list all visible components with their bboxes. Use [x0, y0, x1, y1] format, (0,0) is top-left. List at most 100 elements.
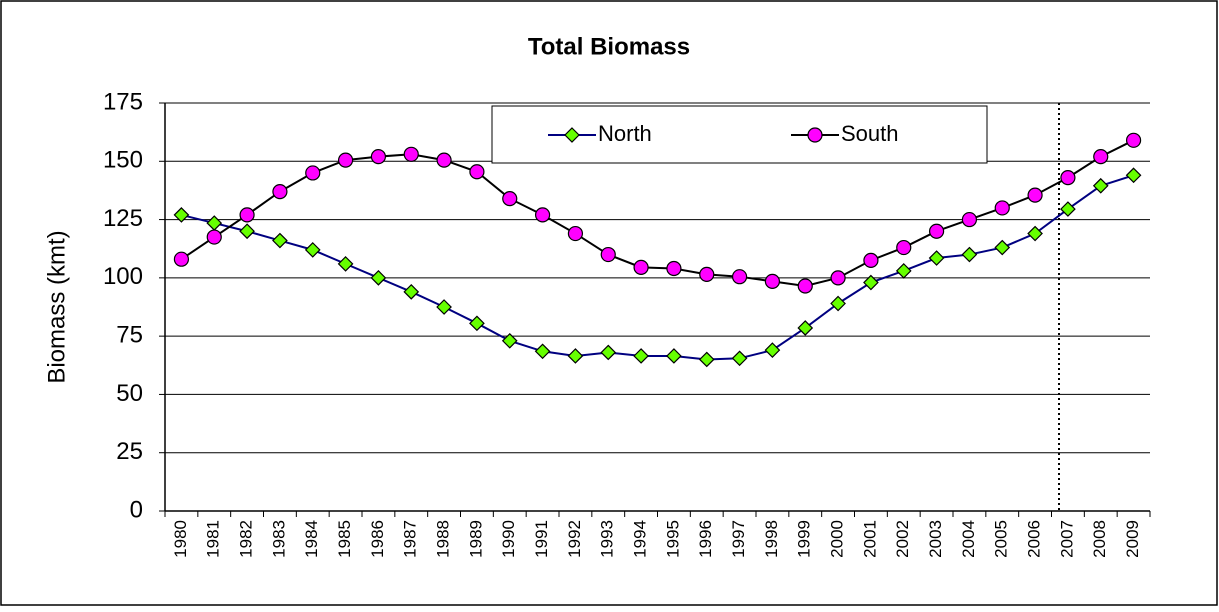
marker [797, 278, 813, 294]
marker [534, 207, 551, 223]
x-tick-label: 2001 [860, 520, 879, 558]
y-tick-label: 25 [116, 438, 143, 465]
marker [994, 200, 1010, 216]
marker [666, 348, 682, 364]
x-tick-label: 1992 [565, 520, 584, 558]
x-tick-label: 1984 [302, 520, 321, 558]
x-tick-label: 1983 [269, 520, 288, 558]
marker [469, 164, 485, 180]
marker [1093, 149, 1109, 165]
marker [1125, 167, 1142, 184]
marker [370, 270, 387, 286]
x-tick-label: 1987 [401, 520, 420, 558]
y-tick-label: 50 [116, 380, 143, 407]
marker [1060, 170, 1076, 186]
y-axis-label: Biomass (kmt) [43, 230, 70, 383]
marker [1027, 187, 1043, 203]
marker [564, 127, 580, 143]
x-tick-label: 1991 [532, 520, 551, 558]
x-tick-label: 1986 [368, 520, 387, 558]
marker [895, 263, 912, 279]
marker [633, 348, 649, 364]
marker [502, 190, 518, 207]
y-tick-label: 75 [116, 321, 143, 348]
x-tick-label: 2004 [959, 520, 978, 558]
marker [272, 232, 288, 249]
marker [731, 269, 748, 285]
x-tick-label: 1990 [499, 520, 518, 558]
marker [994, 239, 1011, 256]
marker [961, 246, 978, 263]
y-tick-label: 125 [103, 205, 143, 232]
marker [863, 274, 879, 291]
marker [272, 183, 288, 200]
marker [337, 152, 354, 168]
marker [961, 211, 978, 228]
x-tick-label: 1999 [795, 520, 814, 558]
marker [436, 152, 452, 168]
x-tick-label: 2009 [1123, 520, 1142, 558]
x-tick-label: 1995 [663, 520, 682, 558]
marker [469, 315, 485, 332]
marker [403, 283, 420, 300]
x-tick-label: 1982 [237, 520, 256, 558]
x-tick-label: 1996 [696, 520, 715, 558]
marker [830, 270, 846, 286]
marker [534, 343, 551, 360]
marker [206, 229, 222, 245]
y-tick-label: 100 [103, 263, 143, 290]
legend-label: North [598, 121, 652, 146]
marker [830, 295, 846, 312]
marker [731, 350, 748, 367]
marker [1125, 132, 1142, 148]
x-tick-label: 2005 [992, 520, 1011, 558]
marker [633, 259, 649, 275]
legend-label: South [841, 121, 899, 146]
marker [1092, 177, 1109, 194]
marker [239, 207, 255, 223]
marker [436, 299, 452, 315]
x-tick-label: 2002 [893, 520, 912, 558]
x-tick-label: 2000 [828, 520, 847, 558]
x-tick-label: 2003 [926, 520, 945, 558]
marker [1027, 225, 1043, 242]
marker [666, 260, 682, 277]
marker [698, 351, 715, 368]
y-tick-label: 150 [103, 147, 143, 174]
x-tick-label: 1980 [171, 520, 190, 558]
marker [600, 246, 616, 263]
marker [797, 320, 814, 336]
marker [764, 342, 781, 358]
x-tick-label: 1998 [762, 520, 781, 558]
marker [370, 149, 387, 165]
marker [807, 127, 823, 143]
marker [403, 146, 419, 162]
marker [304, 242, 321, 258]
marker [764, 273, 781, 289]
marker [567, 225, 584, 242]
x-tick-label: 1997 [729, 520, 748, 558]
marker [173, 207, 190, 223]
x-tick-label: 2007 [1057, 520, 1076, 558]
y-tick-label: 175 [103, 88, 143, 115]
marker [928, 223, 945, 239]
marker [567, 348, 584, 364]
marker [699, 266, 715, 282]
x-tick-label: 1988 [434, 520, 453, 558]
marker [501, 332, 518, 349]
marker [928, 250, 945, 266]
x-tick-label: 1981 [204, 520, 223, 558]
x-tick-label: 2008 [1090, 520, 1109, 558]
chart-title: Total Biomass [528, 33, 690, 60]
marker [337, 256, 354, 272]
x-tick-label: 1985 [335, 520, 354, 558]
marker [896, 239, 912, 256]
marker [173, 251, 190, 267]
x-tick-label: 2006 [1025, 520, 1044, 558]
legend: North South [491, 105, 988, 164]
x-tick-label: 1993 [598, 520, 617, 558]
y-tick-label: 0 [130, 496, 143, 523]
x-tick-label: 1989 [466, 520, 485, 558]
